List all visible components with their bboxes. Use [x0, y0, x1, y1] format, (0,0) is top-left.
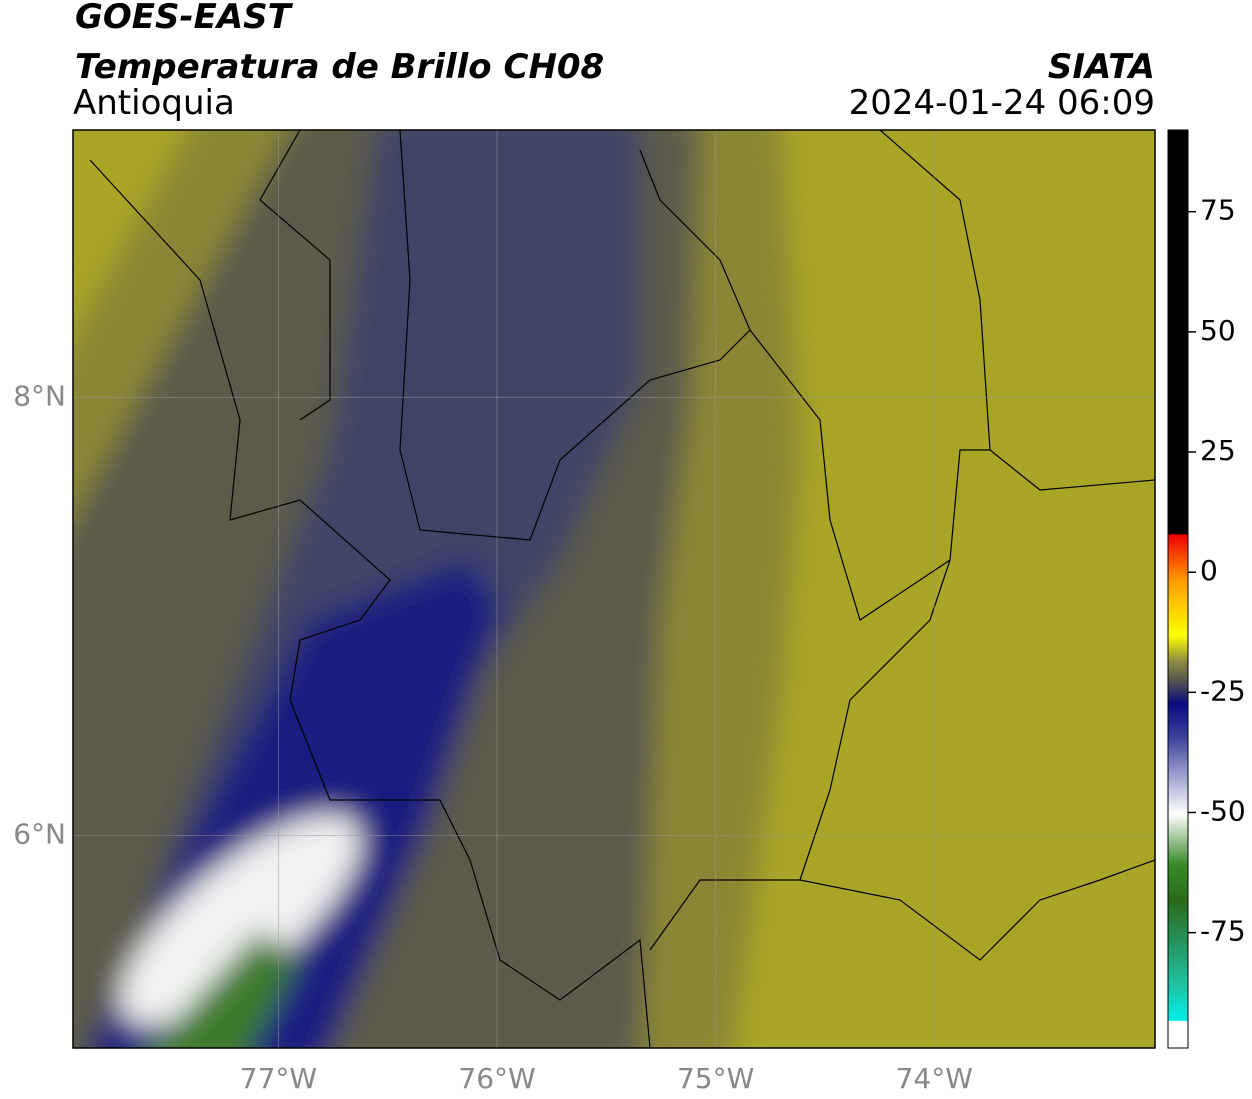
x-tick-label: 74°W [896, 1062, 973, 1095]
region: Antioquia [73, 83, 235, 123]
map-frame [72, 129, 1156, 1049]
x-tick-label: 76°W [458, 1062, 535, 1095]
x-tick-label: 75°W [677, 1062, 754, 1095]
datetime: 2024-01-24 06:09 [849, 83, 1155, 123]
colorbar-tick-label: -75 [1200, 915, 1246, 948]
graticule [73, 130, 1155, 1048]
colorbar-tick-label: 25 [1200, 434, 1236, 467]
satellite-image [73, 130, 1155, 1048]
x-tick-label: 77°W [240, 1062, 317, 1095]
colorbar-tick-label: -25 [1200, 674, 1246, 707]
source: SIATA [1048, 47, 1155, 87]
y-tick-label: 6°N [13, 817, 66, 850]
title: GOES-EAST [75, 0, 294, 37]
y-tick-label: 8°N [13, 379, 66, 412]
colorbar-tick-label: 0 [1200, 554, 1218, 587]
colorbar [1167, 129, 1189, 1049]
colorbar-tick-label: 50 [1200, 314, 1236, 347]
subtitle: Temperatura de Brillo CH08 [75, 47, 604, 87]
colorbar-tick-label: 75 [1200, 194, 1236, 227]
colorbar-tick-label: -50 [1200, 794, 1246, 827]
